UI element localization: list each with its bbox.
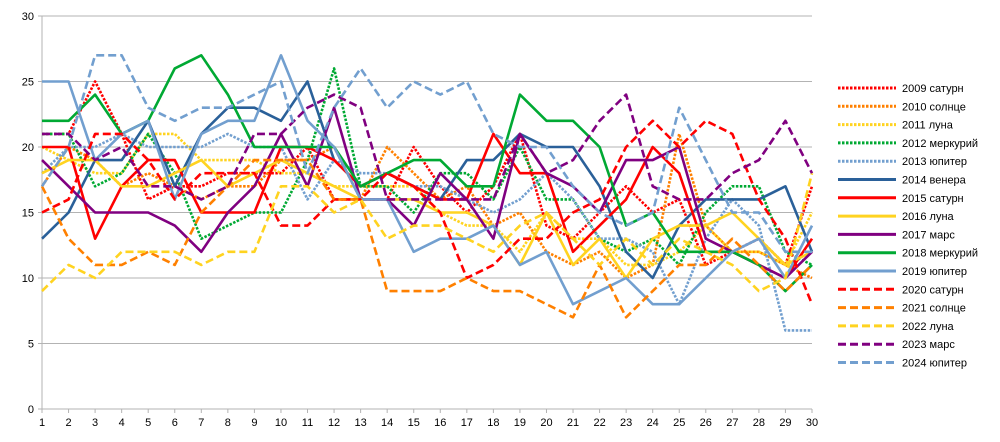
y-tick-label: 5 (28, 339, 34, 351)
y-tick-label: 25 (22, 77, 34, 89)
legend-label: 2014 венера (902, 175, 967, 187)
legend-label: 2015 сатурн (902, 193, 964, 205)
x-tick-label: 21 (567, 417, 579, 429)
series-line (41, 172, 814, 293)
y-tick-label: 15 (22, 208, 34, 220)
series-line (42, 53, 814, 306)
series-line (42, 132, 814, 280)
x-tick-label: 25 (673, 417, 685, 429)
x-tick-label: 12 (328, 417, 340, 429)
series-line (41, 132, 812, 332)
y-tick-label: 10 (22, 273, 34, 285)
y-tick-label: 20 (22, 142, 34, 154)
y-tick-label: 0 (28, 404, 34, 416)
x-tick-label: 17 (461, 417, 473, 429)
series-line (41, 119, 814, 305)
x-tick-label: 19 (514, 417, 526, 429)
x-tick-label: 7 (198, 417, 204, 429)
x-tick-label: 2 (65, 417, 71, 429)
x-tick-label: 23 (620, 417, 632, 429)
legend-label: 2016 луна (902, 211, 955, 223)
x-tick-label: 10 (275, 417, 287, 429)
series-line (41, 158, 813, 280)
x-tick-label: 18 (487, 417, 499, 429)
series-line (42, 93, 814, 201)
x-tick-label: 28 (753, 417, 765, 429)
x-tick-label: 20 (540, 417, 552, 429)
legend-label: 2020 сатурн (902, 284, 964, 296)
legend-label: 2023 марс (902, 339, 955, 351)
series-line (42, 80, 814, 267)
x-tick-label: 3 (92, 417, 98, 429)
x-tick-label: 13 (354, 417, 366, 429)
x-tick-label: 6 (172, 417, 178, 429)
legend-label: 2012 меркурий (902, 138, 978, 150)
x-tick-label: 8 (225, 417, 231, 429)
series-line (42, 53, 813, 293)
legend-label: 2019 юпитер (902, 266, 967, 278)
x-axis-ticks: 1 2 3 4 5 6 7 8 9 10 11 12 13 14 15 16 17 18 19 20 21 22 23 24 2… (39, 409, 818, 429)
legend-label: 2010 солнце (902, 101, 966, 113)
legend-label: 2024 юпитер (902, 358, 967, 370)
x-tick-label: 5 (145, 417, 151, 429)
x-tick-label: 27 (726, 417, 738, 429)
legend-label: 2009 сатурн (902, 83, 964, 95)
legend-label: 2018 меркурий (902, 248, 978, 260)
legend-label: 2011 луна (902, 120, 954, 132)
gridlines (38, 15, 812, 410)
legend-label: 2013 юпитер (902, 156, 967, 168)
x-tick-label: 4 (119, 417, 125, 429)
series-line (40, 158, 813, 319)
legend-label: 2021 солнце (902, 303, 966, 315)
x-tick-label: 16 (434, 417, 446, 429)
legend-label: 2017 марс (902, 229, 955, 241)
x-tick-label: 30 (806, 417, 818, 429)
series-line (40, 53, 812, 254)
x-tick-label: 14 (381, 417, 393, 429)
x-tick-label: 11 (302, 417, 313, 429)
x-tick-label: 24 (647, 417, 659, 429)
y-axis-ticks: 0 5 10 15 20 25 30 (22, 11, 34, 416)
x-tick-label: 9 (251, 417, 257, 429)
legend-label: 2022 луна (902, 321, 955, 333)
x-tick-label: 22 (593, 417, 605, 429)
x-tick-label: 1 (39, 417, 45, 429)
x-tick-label: 26 (700, 417, 712, 429)
y-tick-label: 30 (22, 11, 34, 23)
x-tick-label: 15 (408, 417, 420, 429)
legend: 2009 сатурн 2010 солнце 2011 луна 2012 мерк… (838, 83, 978, 370)
series-lines (40, 53, 814, 332)
x-tick-label: 29 (779, 417, 791, 429)
